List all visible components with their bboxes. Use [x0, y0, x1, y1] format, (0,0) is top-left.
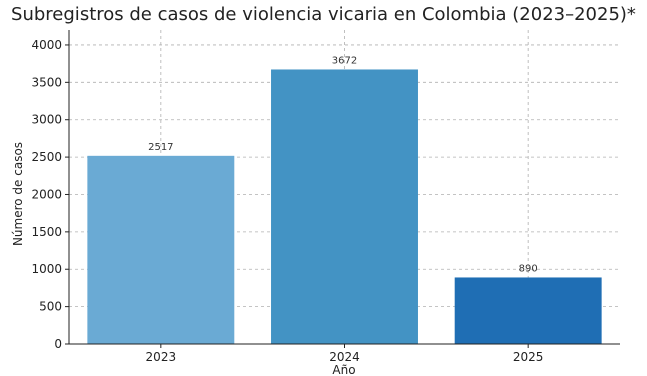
- x-axis-label: Año: [332, 363, 355, 376]
- data-label-2024: 3672: [332, 55, 357, 66]
- chart-title: Subregistros de casos de violencia vicar…: [11, 4, 636, 25]
- x-tick-label: 2025: [513, 350, 544, 364]
- y-tick-label: 2000: [31, 187, 62, 201]
- bars: [87, 69, 602, 344]
- y-tick-label: 500: [39, 300, 62, 314]
- y-tick-label: 4000: [31, 38, 62, 52]
- axes: [65, 30, 620, 348]
- data-label-2023: 2517: [148, 142, 173, 153]
- y-tick-label: 3500: [31, 75, 62, 89]
- data-label-2025: 890: [519, 263, 538, 274]
- y-tick-label: 0: [54, 337, 62, 351]
- x-tick-label: 2024: [329, 350, 360, 364]
- x-tick-label: 2023: [146, 350, 177, 364]
- y-tick-label: 2500: [31, 150, 62, 164]
- labels: 0 500 1000 1500 2000 2500 3000 3500 4000 2517 2023…: [31, 38, 543, 364]
- y-tick-label: 1000: [31, 262, 62, 276]
- y-axis-label: Número de casos: [11, 142, 25, 246]
- y-tick-label: 3000: [31, 113, 62, 127]
- bar-2025: [454, 277, 602, 344]
- bar-2024: [271, 69, 418, 344]
- y-tick-label: 1500: [31, 225, 62, 239]
- bar-2023: [87, 155, 235, 344]
